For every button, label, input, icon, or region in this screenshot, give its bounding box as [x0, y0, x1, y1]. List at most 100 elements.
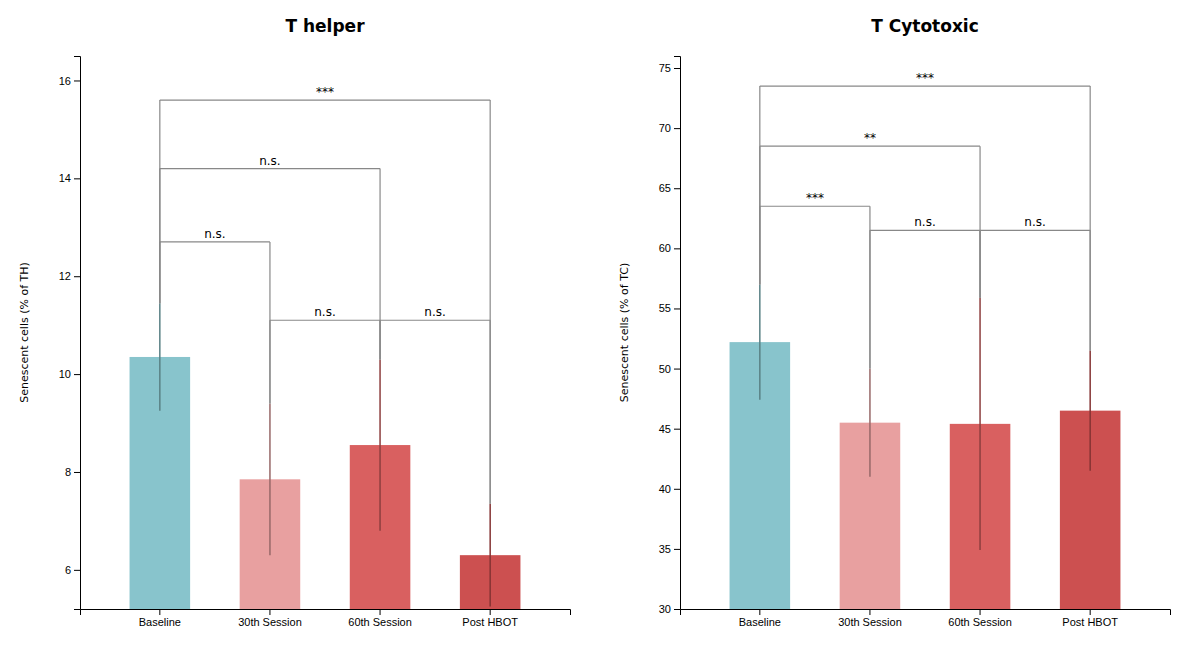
chart-title: T helper [285, 16, 365, 36]
tick-label: 40 [659, 483, 671, 495]
y-tick: 45 [659, 423, 680, 435]
tick-mark [674, 308, 680, 309]
tick-label: 65 [659, 182, 671, 194]
tick-label: 60th Session [948, 616, 1012, 628]
y-tick: 12 [59, 270, 80, 282]
significance-label: n.s. [259, 154, 281, 168]
x-tick: Post HBOT [1062, 609, 1118, 628]
tick-mark [74, 570, 80, 571]
significance-label: *** [806, 191, 824, 205]
tick-mark [759, 609, 760, 615]
y-tick: 50 [659, 363, 680, 375]
bracket-line [870, 230, 980, 231]
tick-mark [674, 489, 680, 490]
significance-label: n.s. [1024, 215, 1046, 229]
significance-label: n.s. [914, 215, 936, 229]
y-tick: 16 [59, 74, 80, 86]
tick-mark [74, 178, 80, 179]
significance-bracket [160, 100, 490, 504]
tick-label: 14 [59, 172, 71, 184]
y-tick: 35 [659, 543, 680, 555]
significance-label: *** [916, 71, 934, 85]
bracket-line [380, 320, 490, 321]
y-tick: 8 [65, 466, 80, 478]
tick-label: 10 [59, 368, 71, 380]
tick-mark [380, 609, 381, 615]
bracket-line [160, 168, 380, 169]
significance-bracket [870, 230, 980, 368]
tick-mark [159, 609, 160, 615]
significance-label: ** [864, 131, 876, 145]
tick-label: 6 [65, 564, 71, 576]
significance-bracket [760, 86, 1090, 350]
bracket-line [160, 241, 270, 242]
tick-label: 50 [659, 363, 671, 375]
tick-mark [74, 276, 80, 277]
y-axis-title: Senescent cells (% of TH) [18, 262, 31, 403]
bracket-line [1090, 86, 1091, 350]
tick-label: 60 [659, 242, 671, 254]
tick-mark [1090, 609, 1091, 615]
y-tick: 40 [659, 483, 680, 495]
x-tick: Baseline [739, 609, 781, 628]
significance-bracket [980, 230, 1090, 350]
error-bar [869, 369, 871, 477]
tick-label: 30th Session [238, 616, 302, 628]
tick-label: 16 [59, 74, 71, 86]
x-tick: Baseline [139, 609, 181, 628]
bracket-line [760, 206, 870, 207]
bracket-line [869, 230, 870, 368]
error-bar [1089, 351, 1091, 471]
tick-mark [674, 549, 680, 550]
y-tick: 75 [659, 62, 680, 74]
x-axis: Baseline30th Session60th SessionPost HBO… [81, 609, 571, 628]
tick-mark [674, 609, 680, 610]
significance-label: *** [316, 85, 334, 99]
bracket-line [490, 100, 491, 504]
error-bar [489, 504, 491, 607]
x-tick: 30th Session [238, 609, 302, 628]
y-tick: 30 [659, 603, 680, 615]
bracket-line [159, 100, 160, 303]
figure: n.s. n.s. *** n.s. n.s. Baseline 30th Session 6… [0, 0, 1200, 654]
bracket-line [979, 146, 980, 297]
bracket-line [979, 230, 980, 297]
chart-title: T Cytotoxic [871, 16, 979, 36]
y-tick: 55 [659, 302, 680, 314]
axis-line [681, 610, 1171, 616]
bracket-line [379, 169, 380, 360]
bracket-line [160, 99, 490, 100]
tick-label: Baseline [739, 616, 781, 628]
axis-line [674, 57, 681, 610]
bracket-line [980, 230, 1090, 231]
significance-bracket [760, 206, 870, 368]
axis-line [81, 610, 571, 616]
bracket-line [979, 230, 980, 297]
significance-label: n.s. [204, 227, 226, 241]
tick-mark [674, 429, 680, 430]
tick-label: Post HBOT [1062, 616, 1118, 628]
y-tick: 70 [659, 122, 680, 134]
error-bar [159, 303, 161, 411]
x-tick: 60th Session [948, 609, 1012, 628]
bracket-line [269, 242, 270, 403]
significance-bracket [380, 320, 490, 504]
x-tick: 30th Session [838, 609, 902, 628]
tick-mark [674, 369, 680, 370]
tick-mark [674, 248, 680, 249]
tick-mark [674, 68, 680, 69]
tick-label: 70 [659, 122, 671, 134]
y-tick: 10 [59, 368, 80, 380]
tick-mark [490, 609, 491, 615]
tick-mark [674, 188, 680, 189]
y-axis: 30 35 40 45 50 55 60 65 70 75 [659, 57, 681, 616]
tick-label: 30 [659, 603, 671, 615]
tick-label: 12 [59, 270, 71, 282]
tick-label: 45 [659, 423, 671, 435]
y-tick: 6 [65, 564, 80, 576]
y-tick: 60 [659, 242, 680, 254]
y-tick: 14 [59, 172, 80, 184]
bracket-line [379, 320, 380, 359]
y-tick: 65 [659, 182, 680, 194]
tick-mark [980, 609, 981, 615]
